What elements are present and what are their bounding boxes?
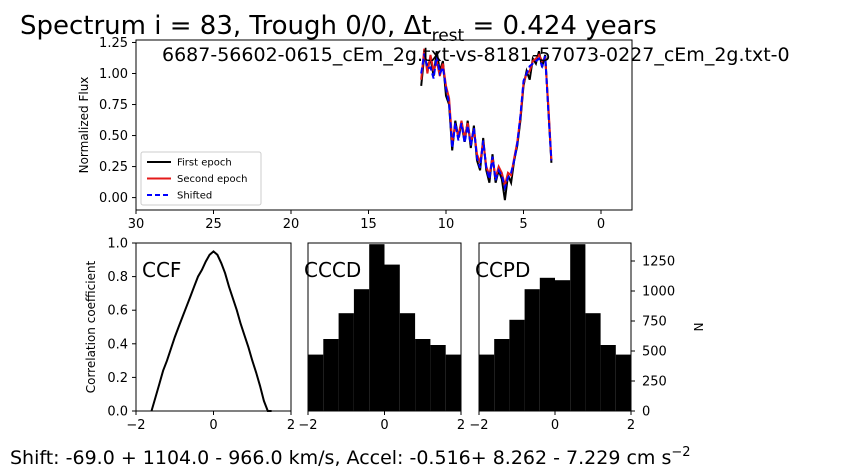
y-tick-label: 1.00 xyxy=(99,67,128,82)
x-tick-label: 2 xyxy=(457,418,465,433)
y-tick-label: 0 xyxy=(642,405,650,420)
histogram-bar xyxy=(585,313,601,411)
x-tick-label: 25 xyxy=(205,217,222,232)
file-label: 6687-56602-0615_cEm_2g.txt-vs-8181-57073… xyxy=(162,44,790,66)
ccf-panel: −2 0 2 0.0 0.2 0.4 0.6 0.8 1.0 Correlation coeffi… xyxy=(84,237,295,434)
x-tick-label: −2 xyxy=(469,418,488,433)
x-tick-label: 0 xyxy=(209,418,217,433)
y-tick-label: 1.0 xyxy=(107,237,128,252)
series-line-1 xyxy=(420,50,553,201)
panel-label: CCCD xyxy=(304,258,361,282)
y-tick-label: 0.25 xyxy=(99,160,128,175)
histogram-bar xyxy=(399,313,416,411)
y-tick-label: 500 xyxy=(642,345,667,360)
y-tick-label: 0.00 xyxy=(99,191,128,206)
y-axis-label: Normalized Flux xyxy=(77,77,91,174)
y-tick-label: 0.6 xyxy=(107,304,128,319)
legend-label: Second epoch xyxy=(177,174,247,185)
y-tick-label: 0.2 xyxy=(107,371,128,386)
spectrum-axes-frame xyxy=(135,39,633,211)
y-tick-label: 0.4 xyxy=(107,337,128,352)
histogram-bar xyxy=(600,345,616,411)
y-tick-label: 1.25 xyxy=(99,36,128,51)
series-line-3 xyxy=(420,53,553,192)
x-tick-label: −2 xyxy=(298,418,317,433)
histogram-bar xyxy=(415,339,431,411)
x-tick-label: 10 xyxy=(438,217,455,232)
panel-label: CCF xyxy=(142,258,181,282)
spectrum-panel: 30 25 20 15 10 5 0 0.00 0.25 0.50 0.75 1.00 1.25 Norm… xyxy=(77,36,633,232)
x-tick-label: 30 xyxy=(128,217,145,232)
histogram-bar xyxy=(445,354,461,411)
histogram-bar xyxy=(570,244,586,411)
y-tick-label: 1000 xyxy=(642,285,675,300)
histogram-bar xyxy=(555,280,571,411)
y-tick-label: 0.8 xyxy=(107,270,128,285)
histogram-bar xyxy=(323,339,339,411)
x-tick-label: 2 xyxy=(627,418,635,433)
histogram-bar xyxy=(479,354,495,411)
y-tick-label: 750 xyxy=(642,315,667,330)
figure-footer: Shift: -69.0 + 1104.0 - 966.0 km/s, Acce… xyxy=(10,445,691,469)
x-tick-label: 20 xyxy=(283,217,300,232)
figure-title: Spectrum i = 83, Trough 0/0, Δtrest = 0.… xyxy=(20,11,657,46)
y-tick-label: 0.75 xyxy=(99,98,128,113)
histogram-bar xyxy=(338,313,354,411)
y-tick-label: 0.0 xyxy=(107,405,128,420)
histogram-bar xyxy=(369,244,385,411)
legend-label: Shifted xyxy=(177,191,212,202)
histogram-bar xyxy=(308,354,324,411)
legend-box xyxy=(140,151,262,206)
y-tick-label: 0.50 xyxy=(99,129,128,144)
x-tick-label: 0 xyxy=(380,418,388,433)
histogram-bar xyxy=(353,289,370,411)
x-tick-label: 2 xyxy=(287,418,295,433)
histogram-bar xyxy=(539,277,555,411)
histogram-bar xyxy=(384,264,400,411)
cccd-panel: −2 0 2 CCCD xyxy=(298,242,465,433)
panel-label: CCPD xyxy=(475,258,530,282)
x-tick-label: 15 xyxy=(360,217,377,232)
histogram-bar xyxy=(524,289,540,411)
x-tick-label: 5 xyxy=(519,217,527,232)
histogram-bar xyxy=(615,354,631,411)
ccf-line xyxy=(150,250,272,412)
legend-label: First epoch xyxy=(177,158,232,169)
x-tick-label: −2 xyxy=(126,418,145,433)
y-tick-label: 1250 xyxy=(642,255,675,270)
y-axis-label: Correlation coefficient xyxy=(84,260,98,393)
histogram-bar xyxy=(509,319,525,411)
histogram-bar xyxy=(494,339,510,411)
x-tick-label: 0 xyxy=(597,217,605,232)
histogram-bar xyxy=(430,345,446,411)
y-tick-label: 250 xyxy=(642,375,667,390)
x-tick-label: 0 xyxy=(551,418,559,433)
y-axis-label: N xyxy=(691,323,705,332)
